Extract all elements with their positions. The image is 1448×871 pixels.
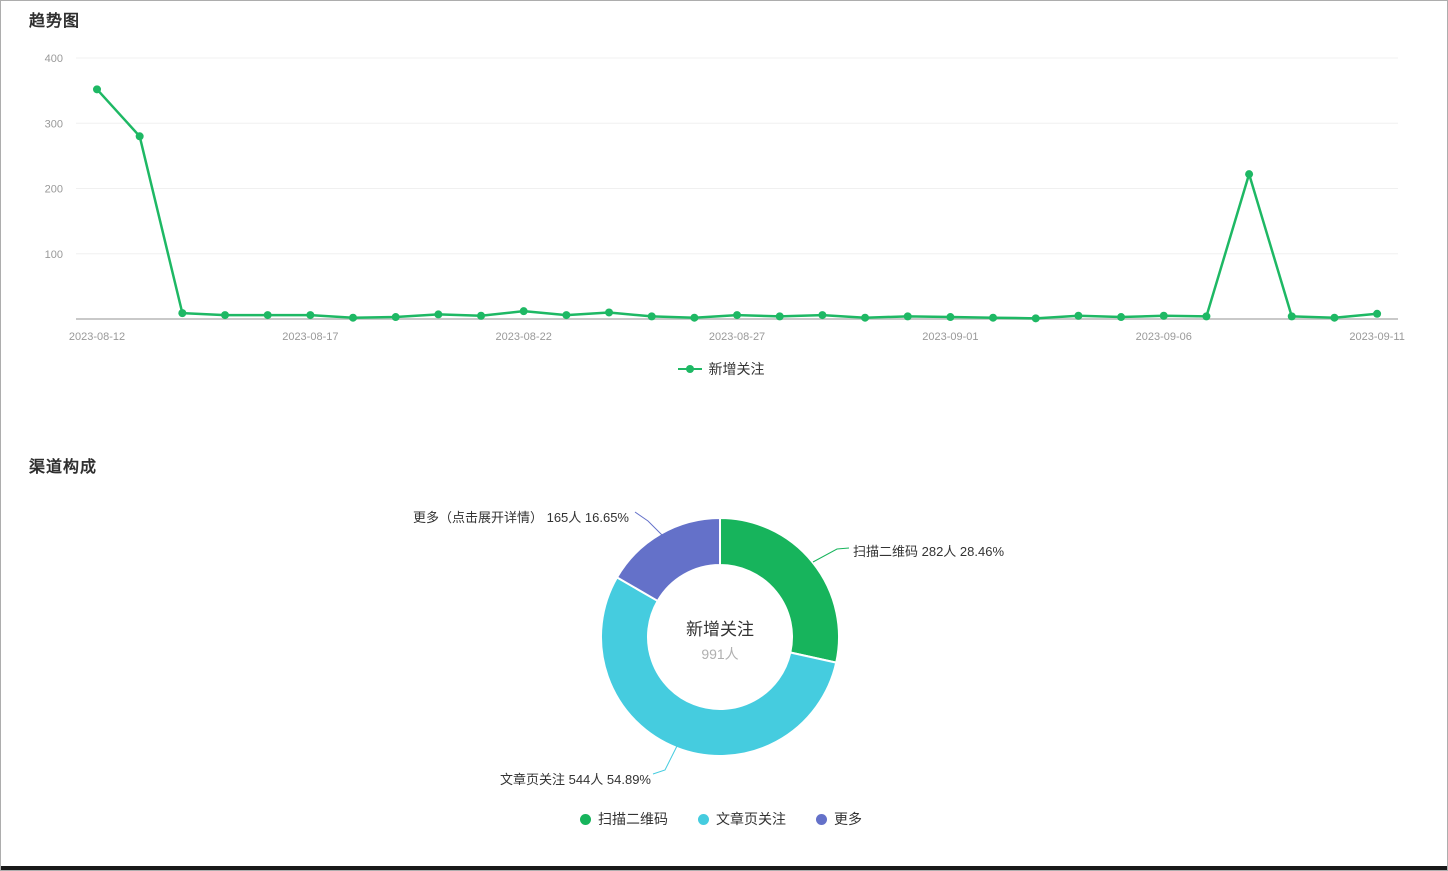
y-tick-label: 400	[45, 53, 63, 65]
data-point-dot[interactable]	[1373, 309, 1382, 318]
label-line	[812, 547, 850, 563]
callout-more[interactable]: 更多（点击展开详情） 165人 16.65%	[412, 510, 629, 525]
channel-donut-chart[interactable]	[401, 496, 1049, 796]
x-tick-label: 2023-09-06	[1136, 331, 1192, 343]
channel-section-title: 渠道构成	[29, 459, 98, 476]
trend-section-title: 趋势图	[29, 13, 81, 30]
data-point-dot[interactable]	[519, 307, 528, 316]
data-point-dot[interactable]	[349, 313, 358, 322]
data-point-dot[interactable]	[221, 311, 230, 320]
callout-scan-qr: 扫描二维码 282人 28.46%	[853, 544, 1005, 559]
label-line	[652, 745, 678, 775]
data-point-dot[interactable]	[775, 312, 784, 321]
data-point-dot[interactable]	[93, 85, 101, 94]
trend-line-chart[interactable]: 100 200 300 400 2023-08-12 2023-08-17 2023-08-…	[1, 31, 1448, 361]
x-tick-label: 2023-08-27	[709, 331, 765, 343]
data-point-dot[interactable]	[1074, 311, 1083, 320]
data-point-dot[interactable]	[903, 312, 912, 321]
data-point-dot[interactable]	[477, 311, 486, 320]
x-tick-label: 2023-08-12	[69, 331, 125, 343]
trend-legend-label: 新增关注	[708, 361, 765, 377]
label-line	[634, 511, 666, 539]
channel-legend: 扫描二维码 文章页关注 更多	[401, 809, 1041, 829]
data-point-dot[interactable]	[861, 313, 870, 322]
data-point-dot[interactable]	[391, 313, 400, 322]
x-tick-label: 2023-08-22	[496, 331, 552, 343]
data-point-dot[interactable]	[1202, 312, 1211, 321]
data-point-dot[interactable]	[733, 311, 742, 320]
donut-slice[interactable]	[616, 517, 721, 602]
trend-legend[interactable]: 新增关注	[1, 359, 1441, 379]
data-point-dot[interactable]	[1159, 311, 1168, 320]
callout-article-follow: 文章页关注 544人 54.89%	[499, 772, 651, 787]
legend-label-article-follow: 文章页关注	[716, 811, 786, 827]
legend-item-article-follow[interactable]: 文章页关注	[698, 809, 786, 829]
data-point-dot[interactable]	[1031, 314, 1040, 323]
article-follow-legend-dot-icon	[698, 813, 709, 825]
legend-label-scan-qr: 扫描二维码	[598, 811, 668, 827]
y-tick-label: 300	[45, 118, 63, 130]
scan-qr-legend-dot-icon	[580, 813, 591, 825]
legend-item-more[interactable]: 更多	[816, 809, 862, 829]
data-point-dot[interactable]	[306, 311, 315, 320]
y-tick-label: 100	[45, 249, 63, 261]
data-point-dot[interactable]	[818, 311, 827, 320]
legend-item-scan-qr[interactable]: 扫描二维码	[580, 809, 668, 829]
data-point-dot[interactable]	[178, 309, 187, 318]
data-point-dot[interactable]	[1117, 313, 1126, 322]
data-point-dot[interactable]	[605, 308, 614, 317]
data-point-dot[interactable]	[1245, 170, 1254, 179]
data-point-dot[interactable]	[690, 313, 699, 322]
donut-slice[interactable]	[719, 517, 840, 664]
y-tick-label: 200	[45, 184, 63, 196]
data-point-dot[interactable]	[263, 311, 272, 320]
x-tick-label: 2023-08-17	[282, 331, 338, 343]
data-point-dot[interactable]	[1330, 313, 1339, 322]
data-point-dot[interactable]	[135, 132, 144, 141]
data-point-dot[interactable]	[434, 310, 443, 319]
more-legend-dot-icon	[816, 813, 827, 825]
data-point-dot[interactable]	[946, 313, 955, 322]
x-tick-label: 2023-09-11	[1349, 331, 1404, 343]
donut-slice[interactable]	[600, 576, 838, 757]
bottom-window-edge	[1, 866, 1447, 870]
legend-label-more: 更多	[834, 811, 862, 827]
data-point-dot[interactable]	[1287, 312, 1296, 321]
line-series-legend-icon	[677, 365, 702, 373]
data-point-dot[interactable]	[989, 313, 998, 322]
data-point-dot[interactable]	[647, 312, 656, 321]
x-tick-label: 2023-09-01	[922, 331, 978, 343]
data-point-dot[interactable]	[562, 311, 571, 320]
